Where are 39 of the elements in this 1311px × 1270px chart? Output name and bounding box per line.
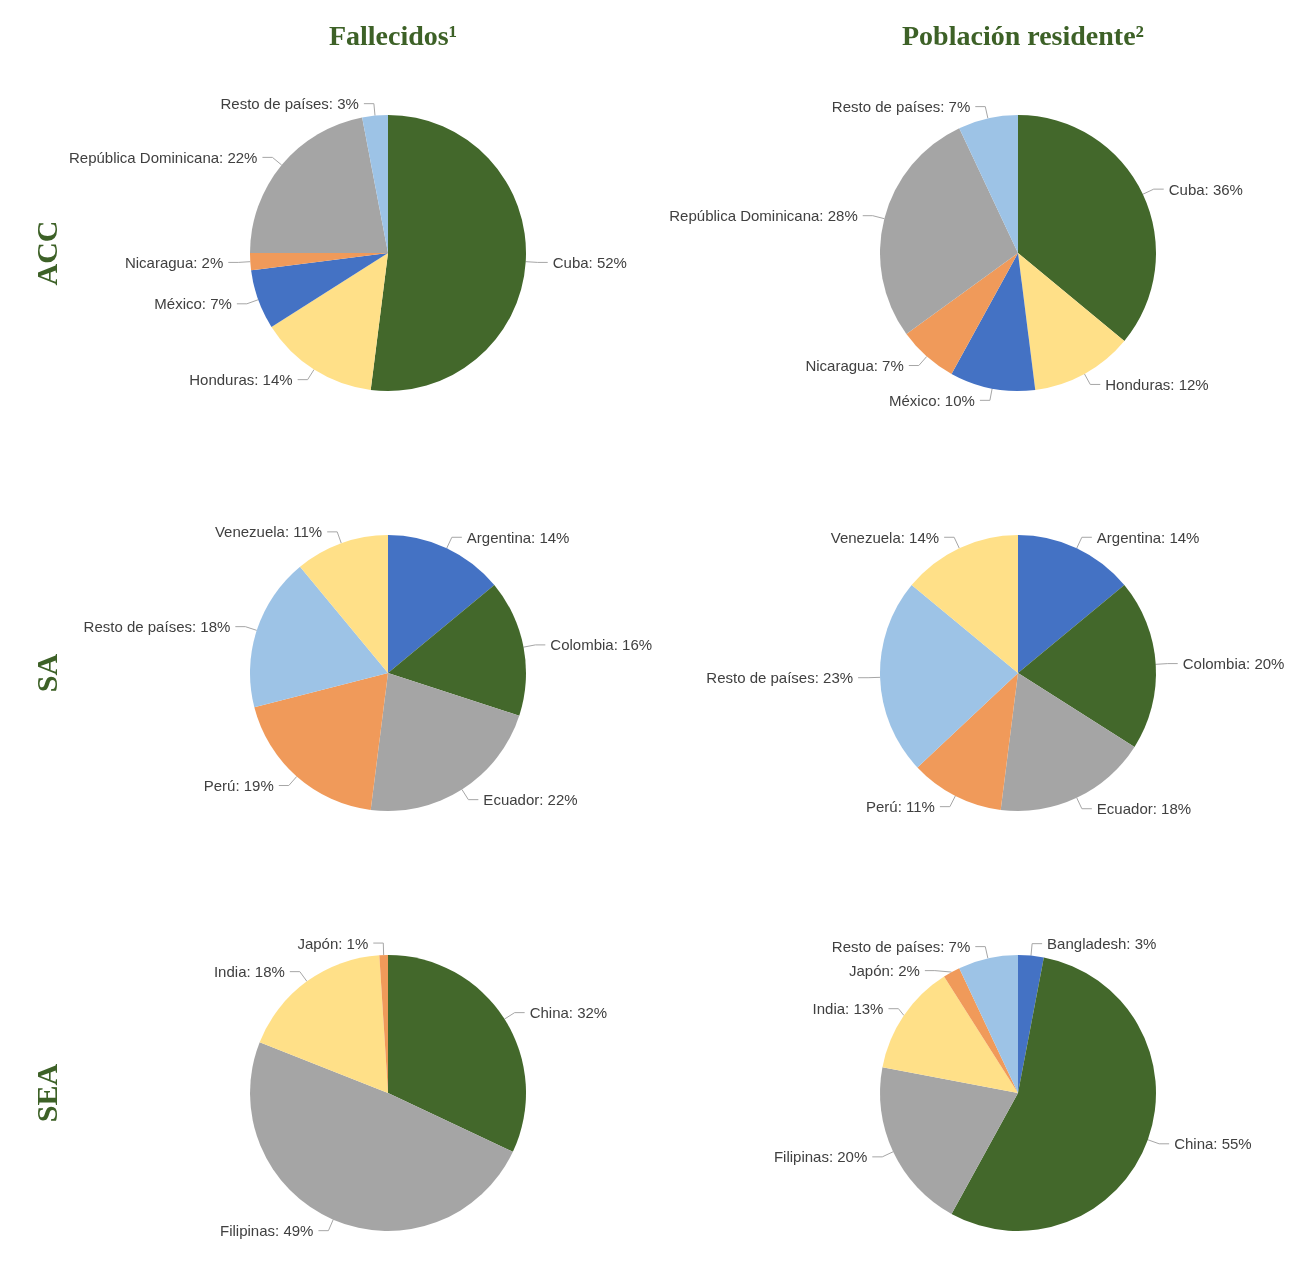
slice-label: China: 32%	[529, 1004, 608, 1022]
slice-label: Bangladesh: 3%	[1047, 935, 1157, 953]
slice-label: Perú: 11%	[865, 798, 935, 816]
text: ACC	[29, 220, 63, 286]
slice-label: México: 7%	[154, 295, 232, 313]
slice-label: Filipinas: 49%	[220, 1222, 314, 1240]
slice-label: Venezuela: 11%	[214, 523, 323, 541]
slice-label: Japón: 1%	[297, 934, 369, 952]
slice-label: India: 13%	[812, 1000, 884, 1018]
chart-title: Fallecidos¹	[328, 19, 458, 51]
slice-label: República Dominicana: 22%	[68, 148, 258, 166]
slice-label: Honduras: 12%	[1105, 375, 1209, 393]
slice-label: Filipinas: 20%	[773, 1148, 868, 1166]
slice-label: Ecuador: 22%	[483, 791, 578, 809]
text: SA	[29, 653, 63, 693]
slice-label: Cuba: 52%	[552, 253, 627, 271]
slice-label: Ecuador: 18%	[1096, 800, 1192, 818]
slice-label: India: 18%	[213, 963, 285, 981]
slice-label: Colombia: 20%	[1182, 655, 1285, 673]
slice-label: Resto de países: 23%	[706, 669, 854, 687]
slice-label: Nicaragua: 2%	[124, 253, 224, 271]
slice-label: Perú: 19%	[203, 777, 274, 795]
slice-label: República Dominicana: 28%	[669, 207, 858, 225]
text: SEA	[29, 1063, 63, 1123]
slice-label: Resto de países: 7%	[831, 98, 971, 116]
slice-label: México: 10%	[889, 391, 975, 409]
slice-label: Resto de países: 7%	[831, 938, 971, 956]
slice-label: Venezuela: 14%	[830, 528, 940, 546]
slice-label: Argentina: 14%	[1096, 528, 1200, 546]
slice-label: Resto de países: 3%	[220, 95, 359, 113]
slice-label: Colombia: 16%	[550, 636, 653, 654]
slice-label: China: 55%	[1174, 1135, 1252, 1153]
chart-title: Población residente²	[902, 19, 1144, 51]
slice-label: Resto de países: 18%	[83, 618, 231, 636]
slice-label: Nicaragua: 7%	[805, 357, 904, 375]
slice-label: Honduras: 14%	[189, 371, 293, 389]
slice-label: Cuba: 36%	[1168, 180, 1243, 198]
slice-label: Japón: 2%	[848, 962, 920, 980]
slice-label: Argentina: 14%	[466, 528, 570, 546]
